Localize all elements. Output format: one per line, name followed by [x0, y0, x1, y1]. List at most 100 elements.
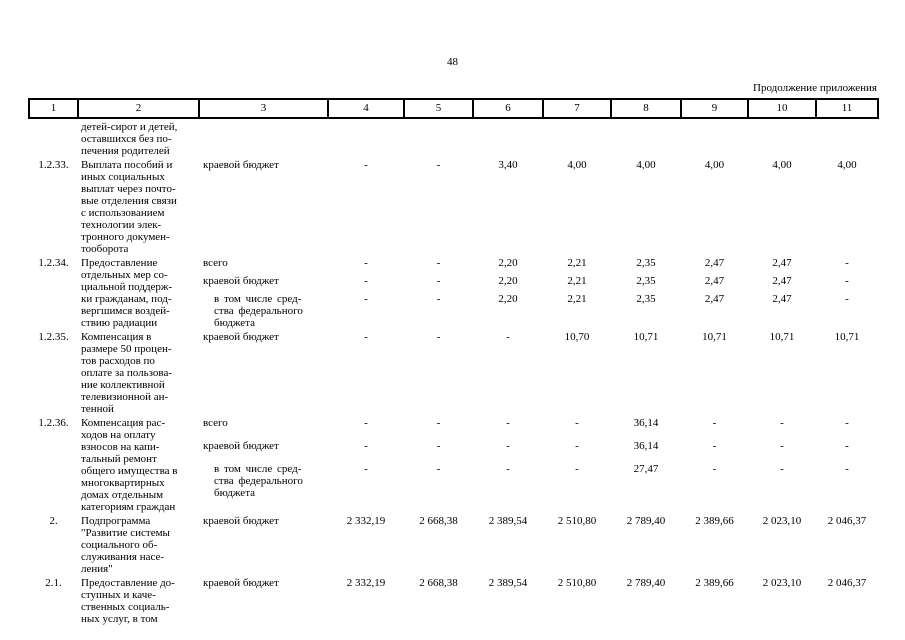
value-cell: - [364, 331, 368, 343]
value-cell: 2 023,10 [762, 577, 802, 589]
table-row: детей-сирот и детей, оставшихся без по- … [29, 118, 878, 157]
header-col-5: 5 [403, 98, 474, 119]
value-cell: 2 046,37 [827, 515, 867, 527]
value-cell: - [780, 463, 784, 476]
value-cell: - [845, 417, 849, 429]
row-name: Предоставление отдельных мер со- циально… [81, 257, 173, 329]
row-number: 2.1. [45, 577, 62, 589]
table-row: 1.2.36. Компенсация рас- ходов на оплату … [29, 415, 878, 513]
value-cell: - [575, 417, 579, 429]
row-number: 1.2.36. [38, 417, 69, 429]
value-cell: 2,35 [636, 293, 656, 305]
value-cell: 2,47 [704, 293, 725, 305]
header-col-1: 1 [28, 98, 79, 119]
value-cell: 36,14 [633, 439, 659, 452]
header-col-6: 6 [472, 98, 544, 119]
value-cell: - [845, 463, 849, 476]
header-col-8: 8 [610, 98, 682, 119]
value-cell: 2,47 [772, 293, 792, 305]
value-cell: 2 389,66 [695, 577, 734, 589]
value-cell: - [575, 439, 579, 452]
value-cell: - [436, 331, 441, 343]
budget-table: 1 2 3 4 5 6 7 8 9 10 11 детей-сирот и детей, остав… [28, 98, 879, 625]
value-cell: 10,70 [564, 331, 590, 343]
value-cell: 2 389,66 [695, 515, 734, 527]
value-cell: 10,71 [769, 331, 795, 343]
value-cell: 2,47 [772, 257, 792, 269]
row-number: 1.2.34. [38, 257, 69, 269]
value-cell: - [364, 257, 368, 269]
value-cell: 4,00 [837, 159, 857, 171]
value-cell: 4,00 [704, 159, 725, 171]
value-cell: 2 332,19 [346, 515, 386, 527]
value-cell: 10,71 [702, 331, 727, 343]
table-row: 2. Подпрограмма "Развитие системы социаль… [29, 513, 878, 575]
budget-label [199, 118, 328, 157]
value-cell: 2 332,19 [346, 577, 386, 589]
value-cell: 2 668,38 [419, 577, 458, 589]
table-row: 1.2.33. Выплата пособий и иных социальных… [29, 157, 878, 255]
value-cell: - [506, 417, 510, 429]
row-number: 1.2.35. [38, 331, 69, 343]
value-cell: 2 668,38 [419, 515, 458, 527]
page-number: 48 [447, 56, 458, 68]
value-cell: 2 510,80 [557, 577, 597, 589]
budget-label: в том числе сред- ства федерального бюдж… [214, 463, 303, 500]
value-cell: - [364, 417, 368, 429]
value-cell: - [436, 293, 441, 305]
value-cell: - [780, 417, 784, 429]
value-cell: 3,40 [498, 159, 518, 171]
value-cell: - [845, 293, 849, 305]
budget-label: всего [203, 417, 228, 429]
table-row: 1.2.34. Предоставление отдельных мер со- … [29, 255, 878, 329]
value-cell: - [845, 439, 849, 452]
value-cell [328, 118, 404, 157]
row-name: Предоставление до- ступных и каче- ствен… [81, 577, 175, 625]
budget-label: краевой бюджет [203, 577, 279, 589]
value-cell: - [575, 463, 579, 476]
value-cell: - [506, 331, 510, 343]
value-cell: 2,47 [772, 275, 792, 287]
value-cell: - [780, 439, 784, 452]
table-row: в том числе сред- ства федерального бюдж… [29, 287, 878, 329]
value-cell: - [364, 463, 368, 476]
value-cell: 2 510,80 [557, 515, 597, 527]
value-cell: 2,20 [498, 293, 518, 305]
header-col-10: 10 [747, 98, 817, 119]
value-cell [404, 118, 473, 157]
value-cell: - [364, 439, 368, 452]
row-number: 2. [49, 515, 58, 527]
value-cell: 10,71 [834, 331, 860, 343]
table-row: краевой бюджет - - 2,20 2,21 2,35 2,47 2,47 - [29, 269, 878, 287]
header-col-2: 2 [77, 98, 200, 119]
value-cell: 2 046,37 [827, 577, 867, 589]
value-cell [681, 118, 748, 157]
value-cell: - [364, 275, 368, 287]
value-cell: 2,35 [636, 275, 656, 287]
table-body: детей-сирот и детей, оставшихся без по- … [29, 118, 878, 625]
row-number: 1.2.33. [38, 159, 69, 171]
header-col-3: 3 [198, 98, 329, 119]
table-row: краевой бюджет - - - - 36,14 - - - [29, 434, 878, 458]
value-cell [543, 118, 611, 157]
value-cell: - [712, 439, 717, 452]
value-cell [611, 118, 681, 157]
value-cell [473, 118, 543, 157]
value-cell: 2 789,40 [626, 515, 666, 527]
value-cell: 10,71 [633, 331, 659, 343]
value-cell: 36,14 [633, 417, 659, 429]
row-name: Подпрограмма "Развитие системы социально… [81, 515, 170, 575]
row-name: Выплата пособий и иных социальных выплат… [81, 159, 177, 255]
value-cell [816, 118, 878, 157]
value-cell: - [436, 257, 441, 269]
table-header-row: 1 2 3 4 5 6 7 8 9 10 11 [28, 98, 879, 119]
value-cell: 2 789,40 [626, 577, 666, 589]
value-cell: - [364, 293, 368, 305]
table-header: 1 2 3 4 5 6 7 8 9 10 11 [28, 98, 879, 119]
value-cell: - [845, 275, 849, 287]
value-cell: 2,21 [567, 275, 587, 287]
budget-label: краевой бюджет [203, 331, 279, 343]
value-cell: - [436, 463, 441, 476]
budget-label: краевой бюджет [203, 275, 279, 287]
